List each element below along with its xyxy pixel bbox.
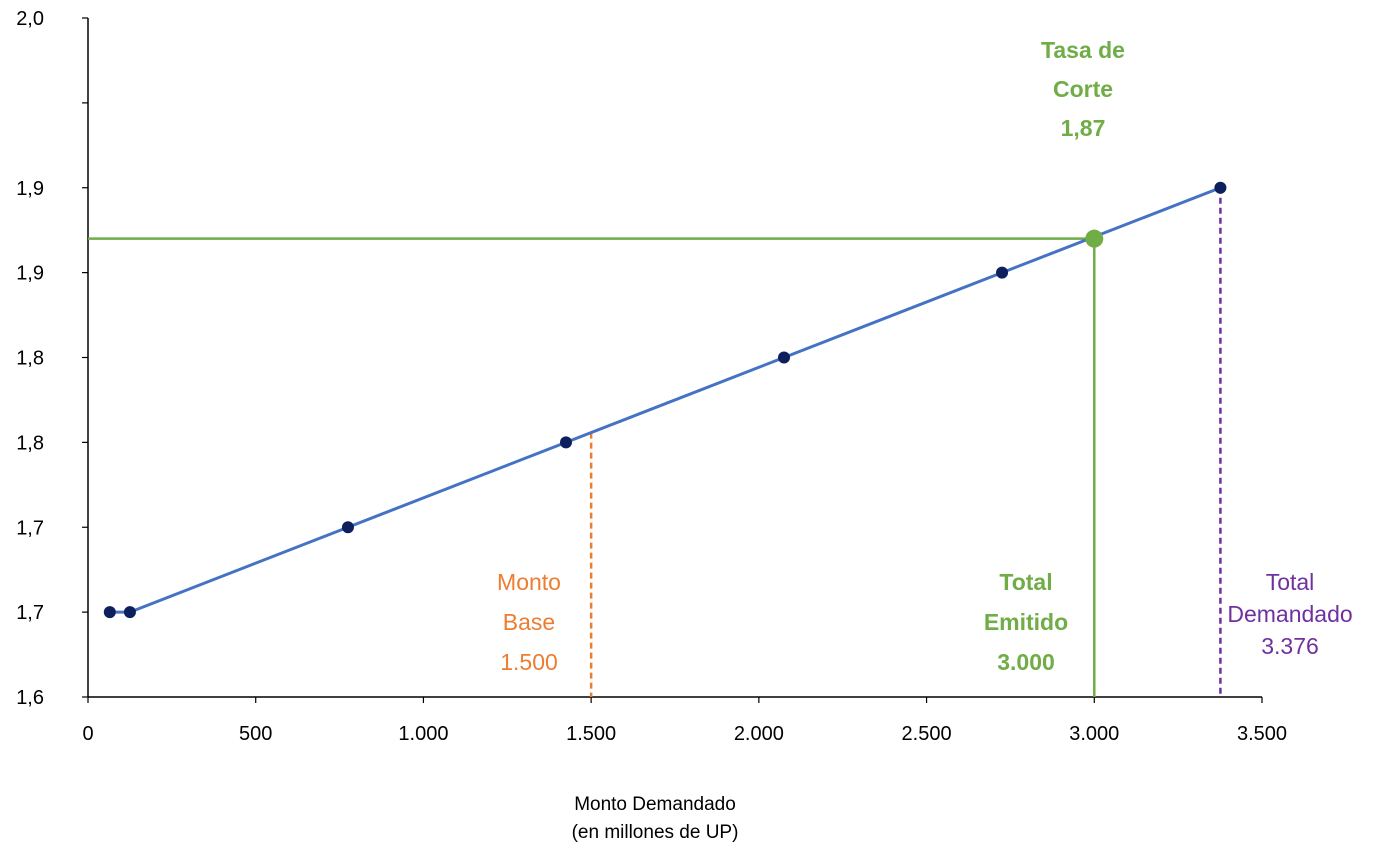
- total-emitted-label-line-2: Emitido: [984, 609, 1068, 635]
- base-amount-label-line-3: 1.500: [500, 649, 558, 675]
- x-tick-label: 500: [239, 723, 272, 745]
- total-emitted-label-line-3: 3.000: [997, 649, 1055, 675]
- data-point: [341, 521, 354, 534]
- total-demanded-label-line-2: Demandado: [1227, 601, 1352, 627]
- data-point: [996, 266, 1009, 279]
- x-axis-title-line-2: (en millones de UP): [572, 822, 739, 843]
- data-point: [559, 436, 572, 449]
- y-tick-label: 1,7: [16, 602, 44, 624]
- cutoff-rate-label-line-1: Tasa de: [1041, 37, 1125, 63]
- cutoff-rate-label-line-3: 1,87: [1061, 115, 1106, 141]
- data-point: [1214, 181, 1227, 194]
- total-demanded-label-line-3: 3.376: [1261, 633, 1319, 659]
- y-tick-label: 1,8: [16, 348, 44, 370]
- series-line: [109, 186, 1221, 614]
- y-tick-label: 1,9: [16, 178, 44, 200]
- x-tick-label: 2.500: [902, 723, 952, 745]
- y-tick-label: 1,6: [16, 687, 44, 709]
- x-axis-title-line-1: Monto Demandado: [574, 794, 736, 815]
- cutoff-rate-label-line-2: Corte: [1053, 76, 1113, 102]
- x-axis-title: Monto Demandado (en millones de UP): [572, 794, 739, 843]
- data-point: [123, 606, 136, 619]
- base-amount-label-line-1: Monto: [497, 569, 561, 595]
- x-tick-label: 2.000: [734, 723, 784, 745]
- y-tick-label: 1,7: [16, 517, 44, 539]
- x-tick-label: 1.500: [566, 723, 616, 745]
- x-tick-label: 1.000: [398, 723, 448, 745]
- x-tick-label: 0: [82, 723, 93, 745]
- y-tick-label: 1,8: [16, 432, 44, 454]
- total-emitted-label-line-1: Total: [999, 569, 1052, 595]
- y-tick-label: 1,9: [16, 263, 44, 285]
- ticks: 0 500 1.000 1.500 2.000 2.500 3.000 3.500 1,6 1,7…: [16, 8, 1287, 745]
- y-tick-label: 2,0: [16, 8, 44, 30]
- reference-lines: [88, 187, 1222, 697]
- base-amount-label-line-2: Base: [503, 609, 555, 635]
- data-point: [778, 351, 791, 364]
- data-point: [103, 606, 116, 619]
- cutoff-point: [1085, 229, 1104, 248]
- x-tick-label: 3.000: [1069, 723, 1119, 745]
- annotations: Tasa de Corte 1,87 Total Emitido 3.000 Monto Ba…: [497, 37, 1353, 675]
- total-demanded-label-line-1: Total: [1266, 569, 1315, 595]
- series: [103, 181, 1227, 619]
- x-tick-label: 3.500: [1237, 723, 1287, 745]
